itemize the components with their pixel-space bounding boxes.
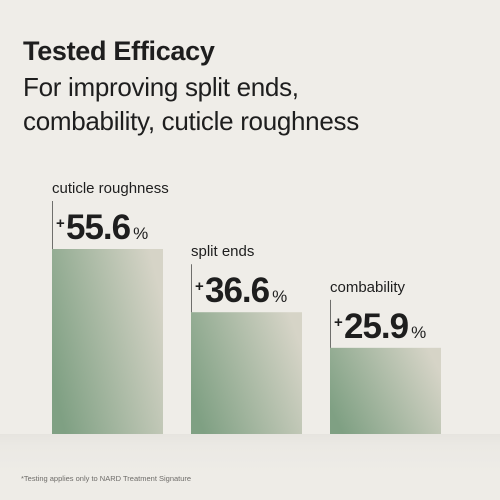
bar-group-combability: combability + 25.9% — [330, 279, 441, 434]
bar-combability — [330, 347, 441, 434]
bar-split-ends — [191, 312, 302, 434]
bar-group-split-ends: split ends + 36.6% — [191, 243, 302, 434]
bars-layer: cuticle roughness+ 55.6 %split ends+ 36.6% c… — [52, 180, 441, 434]
bar-group-cuticle-roughness: cuticle roughness + 55.6% — [52, 180, 169, 434]
subtitle-line-1: For improving split ends, — [23, 72, 299, 102]
value-prefix-cuticle-roughness: + — [56, 215, 65, 232]
floor-band — [0, 434, 500, 500]
page-subtitle: For improving split ends, combability, c… — [23, 70, 493, 138]
footnote: *Testing applies only to NARD Treatment … — [21, 474, 192, 483]
bar-cuticle-roughness — [52, 249, 163, 434]
value-suffix-split-ends: % — [272, 287, 287, 306]
value-label-combability: 25.9 — [344, 307, 409, 346]
value-suffix-cuticle-roughness: % — [133, 224, 148, 243]
value-suffix-combability: % — [411, 323, 426, 342]
value-label-split-ends: 36.6 — [205, 271, 270, 310]
category-label-cuticle-roughness: cuticle roughness — [52, 180, 169, 197]
category-label-combability: combability — [330, 279, 406, 296]
value-label-cuticle-roughness: 55.6 — [66, 208, 131, 247]
value-prefix-split-ends: + — [195, 278, 204, 295]
subtitle-line-2: combability, cuticle roughness — [23, 106, 359, 136]
page-title: Tested Efficacy — [23, 36, 215, 66]
category-label-split-ends: split ends — [191, 243, 254, 260]
value-prefix-combability: + — [334, 314, 343, 331]
